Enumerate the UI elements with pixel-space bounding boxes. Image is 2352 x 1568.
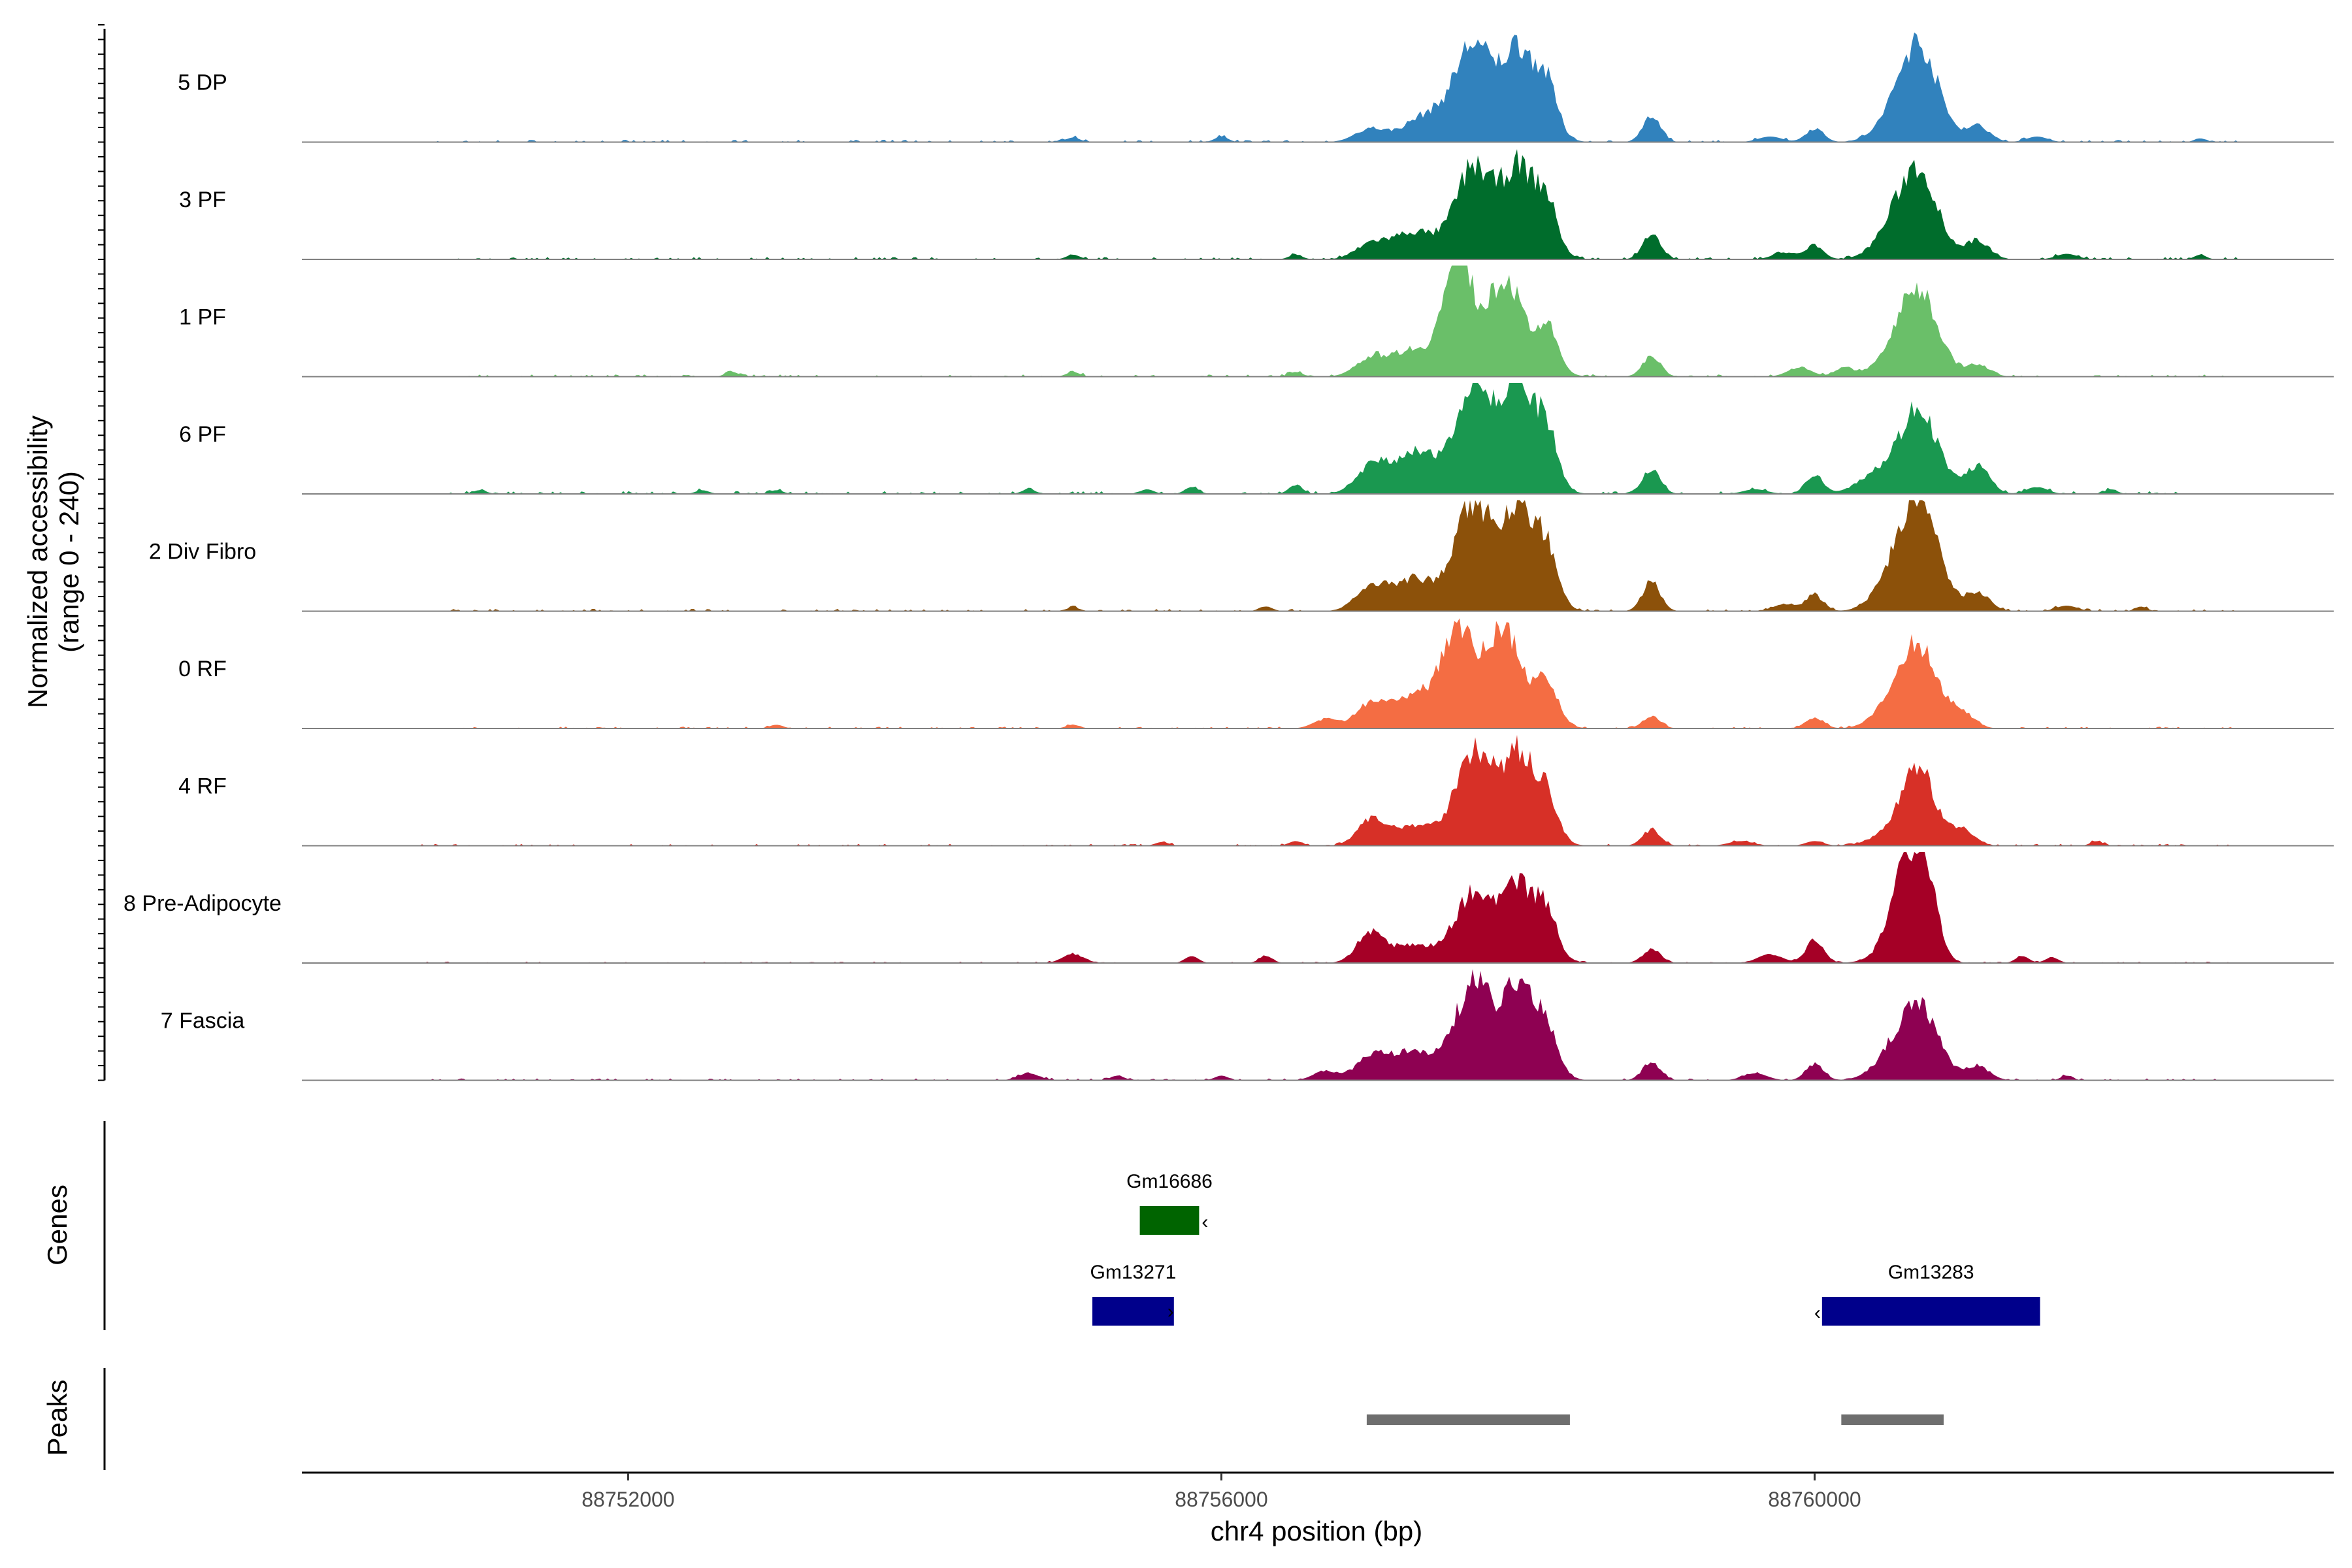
genes-panel: Genes Gm16686 ‹ Gm13271 › Gm13283 ‹	[42, 1121, 2040, 1330]
gene-body	[1092, 1297, 1174, 1326]
gene-gm16686: Gm16686 ‹	[1126, 1171, 1213, 1235]
y-axis-title-line1: Normalized accessibility	[22, 416, 53, 708]
track-coverage-area	[302, 500, 2334, 612]
track-coverage-area	[302, 265, 2334, 377]
gene-label: Gm13283	[1888, 1262, 1974, 1283]
peaks-panel: Peaks	[42, 1368, 1944, 1470]
genes-panel-title: Genes	[42, 1184, 73, 1266]
peaks-panel-title: Peaks	[42, 1380, 73, 1456]
y-axis-title-line2: (range 0 - 240)	[54, 471, 84, 653]
x-tick-label: 88752000	[581, 1488, 674, 1511]
track-coverage-area	[302, 383, 2334, 494]
track-3-pf: 3 PF	[179, 149, 2334, 260]
track-label: 6 PF	[179, 422, 226, 447]
peak-region	[1841, 1414, 1944, 1425]
x-axis: chr4 position (bp) 88752000 88756000 88760…	[302, 1471, 2334, 1546]
gene-gm13283: Gm13283 ‹	[1814, 1262, 2040, 1326]
track-label: 4 RF	[178, 774, 227, 799]
y-axis-title: Normalized accessibility (range 0 - 240)	[22, 416, 84, 708]
gene-body	[1821, 1297, 2040, 1326]
peak-region	[1366, 1414, 1570, 1425]
track-coverage-area	[302, 852, 2334, 963]
strand-marker-icon: ‹	[1814, 1302, 1821, 1324]
track-coverage-area	[302, 734, 2334, 846]
track-label: 3 PF	[179, 188, 226, 212]
strand-marker-icon: ‹	[1201, 1211, 1208, 1233]
track-label: 5 DP	[178, 71, 227, 95]
track-coverage-area	[302, 618, 2334, 728]
track-label: 7 Fascia	[161, 1009, 245, 1034]
coverage-tracks: 5 DP 3 PF 1 PF 6 PF 2 Div Fibro 0 RF 4 RF 8 Pre…	[123, 32, 2334, 1081]
gene-label: Gm16686	[1126, 1171, 1213, 1192]
track-coverage-area	[302, 969, 2334, 1081]
track-coverage-area	[302, 32, 2334, 142]
track-0-rf: 0 RF	[178, 618, 2334, 729]
x-tick-label: 88760000	[1768, 1488, 1861, 1511]
strand-marker-icon: ›	[1168, 1301, 1174, 1322]
track-label: 2 Div Fibro	[149, 540, 256, 564]
track-label: 1 PF	[179, 305, 226, 330]
track-5-dp: 5 DP	[178, 32, 2334, 143]
track-8-pre-adipocyte: 8 Pre-Adipocyte	[123, 852, 2334, 964]
gene-body	[1139, 1206, 1200, 1235]
y-axis	[98, 24, 106, 1081]
track-4-rf: 4 RF	[178, 734, 2334, 847]
track-7-fascia: 7 Fascia	[161, 969, 2334, 1081]
track-label: 0 RF	[178, 657, 227, 681]
gene-label: Gm13271	[1090, 1262, 1177, 1283]
x-axis-title: chr4 position (bp)	[1211, 1516, 1423, 1546]
x-tick-label: 88756000	[1175, 1488, 1267, 1511]
gene-gm13271: Gm13271 ›	[1090, 1262, 1177, 1326]
track-6-pf: 6 PF	[179, 383, 2334, 495]
track-2-div-fibro: 2 Div Fibro	[149, 500, 2334, 612]
track-coverage-area	[302, 149, 2334, 259]
track-label: 8 Pre-Adipocyte	[123, 891, 282, 916]
track-1-pf: 1 PF	[179, 265, 2334, 378]
